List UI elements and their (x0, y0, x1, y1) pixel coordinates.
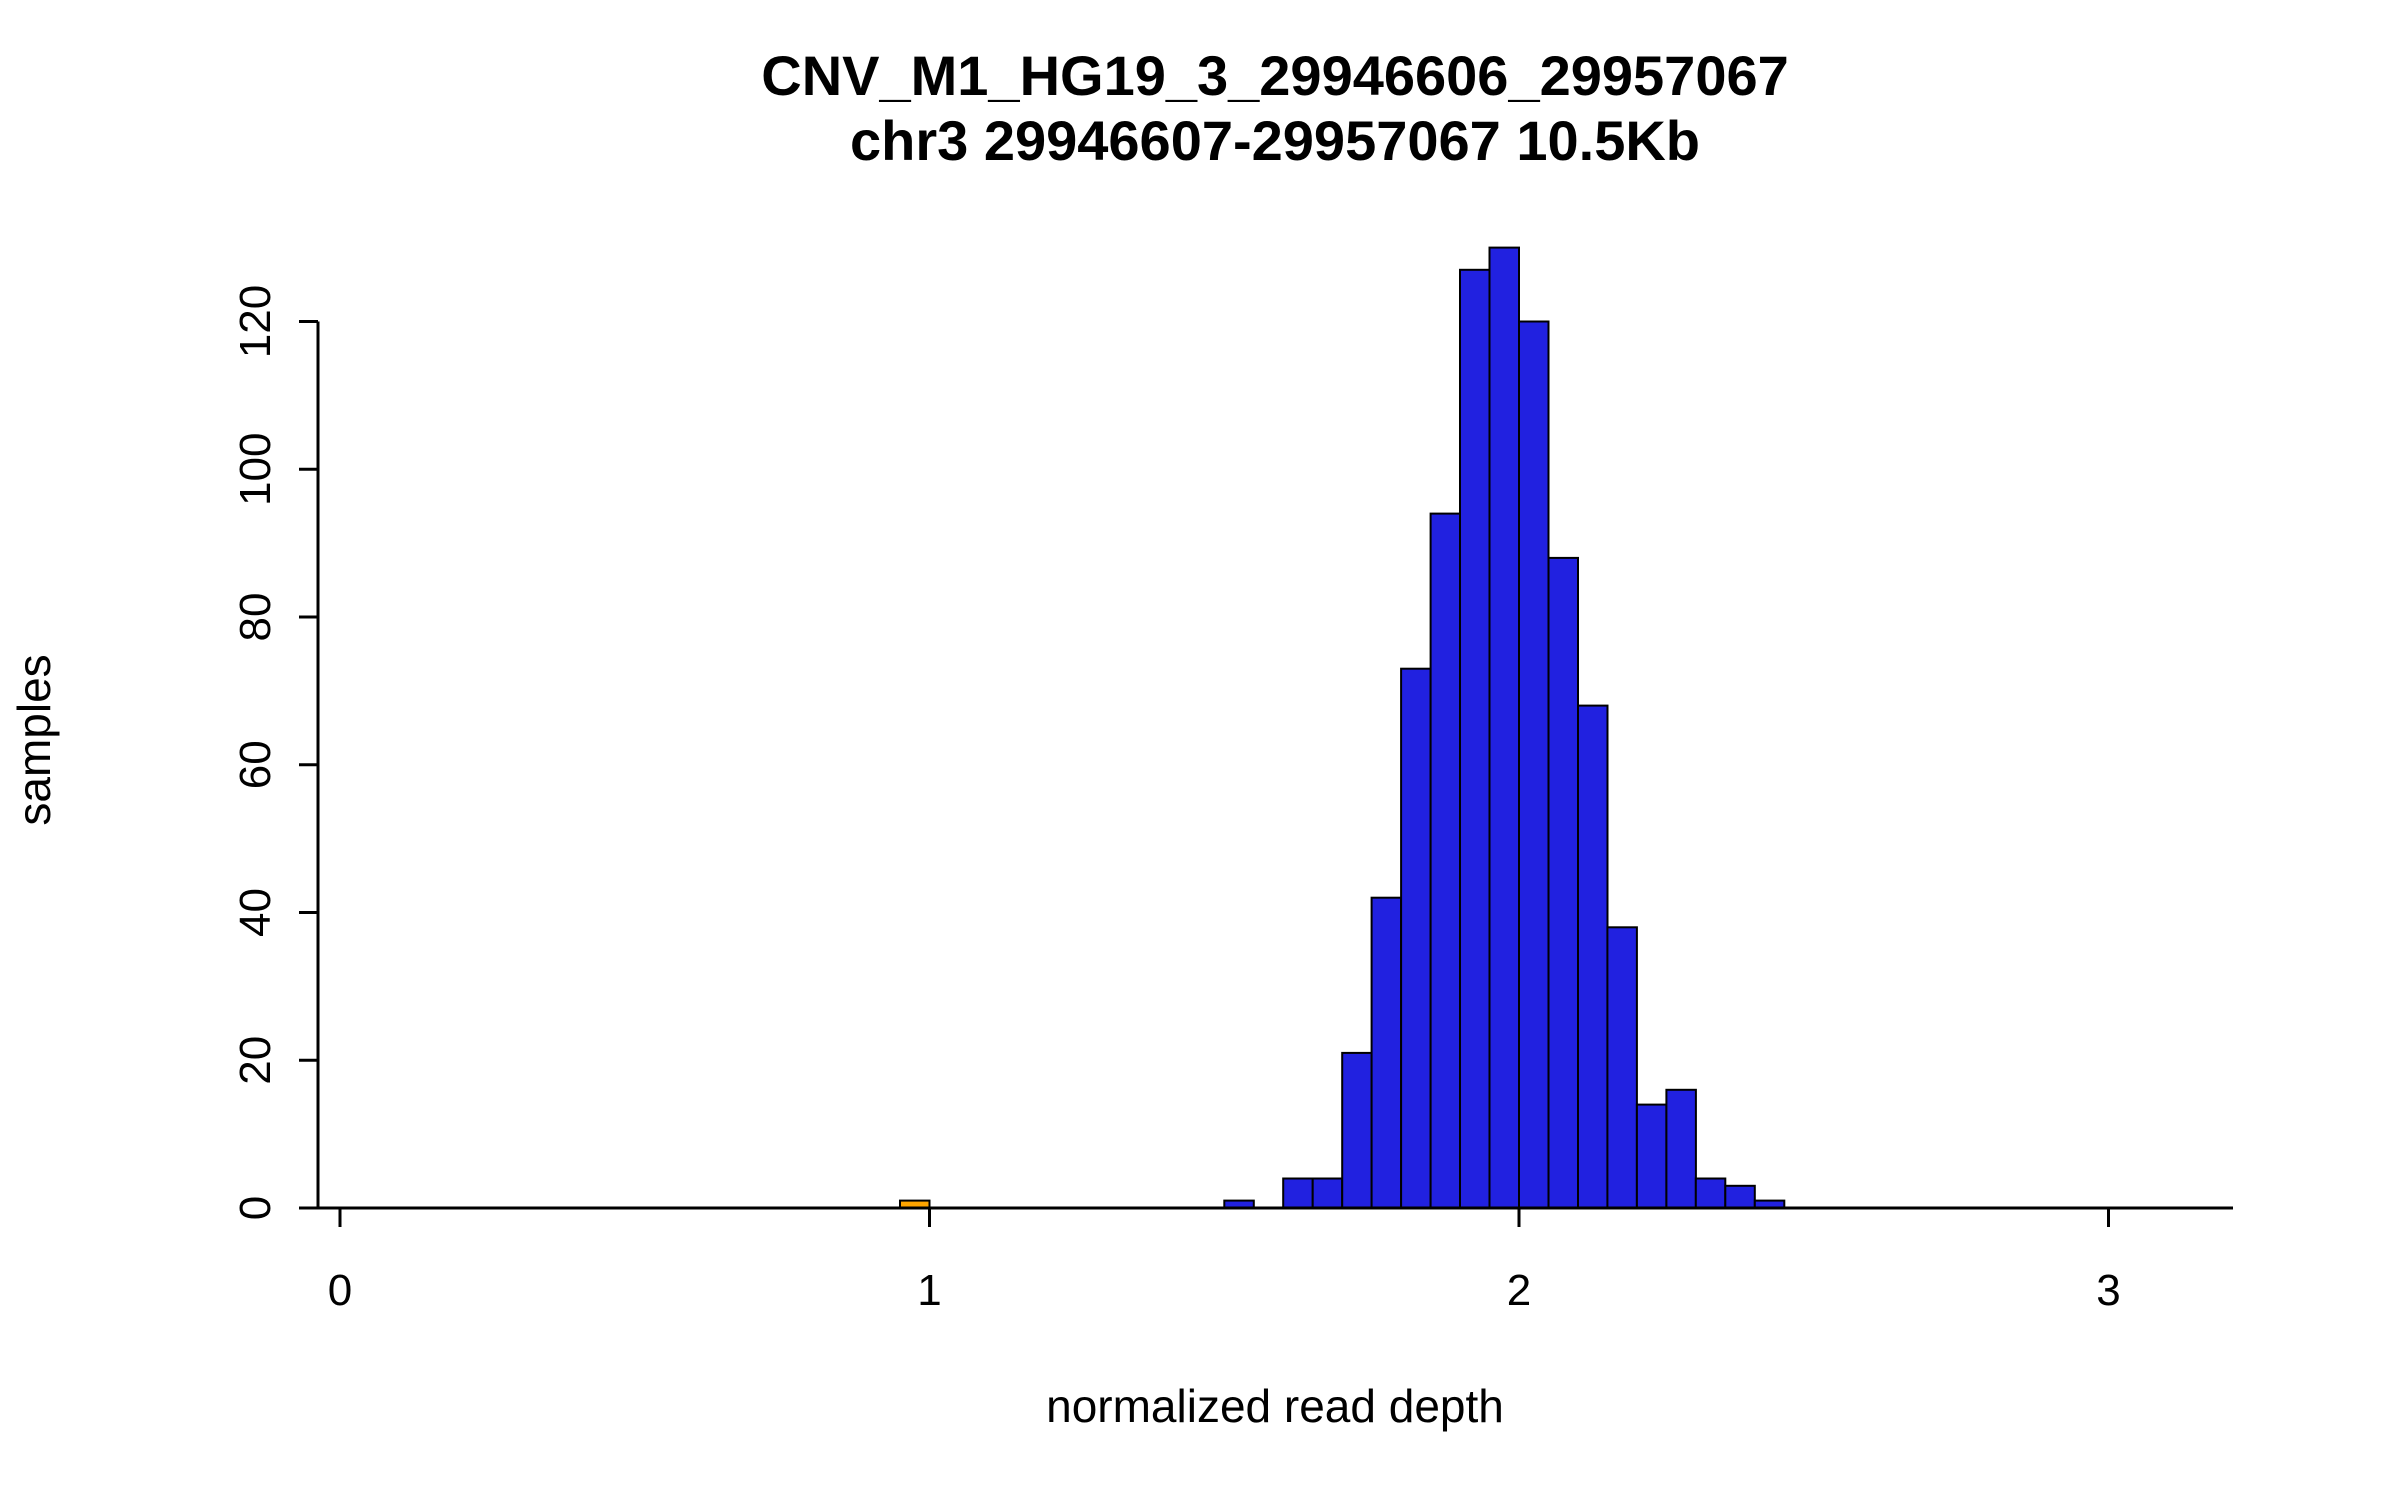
histogram-bar (1665, 1088, 1697, 1210)
histogram-bars (899, 246, 1786, 1210)
histogram-bar (1547, 556, 1579, 1209)
histogram-bar (1724, 1184, 1756, 1210)
histogram-bar (1635, 1103, 1668, 1209)
histogram-bar (1429, 512, 1462, 1209)
y-tick-label: 80 (231, 593, 280, 642)
x-tick-label: 1 (917, 1266, 941, 1315)
histogram-bar (1694, 1177, 1727, 1210)
histogram-bar (1577, 704, 1609, 1209)
histogram-bar (1488, 246, 1520, 1210)
y-tick-label: 20 (231, 1036, 280, 1085)
y-tick-label: 100 (231, 433, 280, 506)
histogram-bar (1400, 667, 1432, 1209)
histogram-bar (1459, 268, 1491, 1209)
histogram-bar (1370, 896, 1403, 1209)
y-tick-label: 120 (231, 285, 280, 358)
y-axis-title: samples (8, 654, 60, 825)
x-axis-title: normalized read depth (1046, 1380, 1504, 1432)
x-tick-label: 3 (2096, 1266, 2120, 1315)
histogram-bar (1282, 1177, 1314, 1210)
histogram-bar (1518, 320, 1550, 1209)
x-tick-label: 0 (328, 1266, 352, 1315)
y-tick-label: 0 (231, 1196, 280, 1220)
chart-subtitle: chr3 29946607-29957067 10.5Kb (850, 109, 1700, 172)
x-tick-label: 2 (1507, 1266, 1531, 1315)
histogram-bar (1341, 1051, 1373, 1210)
y-tick-label: 40 (231, 888, 280, 937)
y-tick-label: 60 (231, 740, 280, 789)
histogram-bar (1606, 926, 1638, 1209)
axes: 0 1 2 3 0 20 40 60 80 100 120 (231, 285, 2233, 1315)
chart-title: CNV_M1_HG19_3_29946606_29957067 (761, 44, 1789, 107)
histogram-bar (1311, 1177, 1344, 1210)
